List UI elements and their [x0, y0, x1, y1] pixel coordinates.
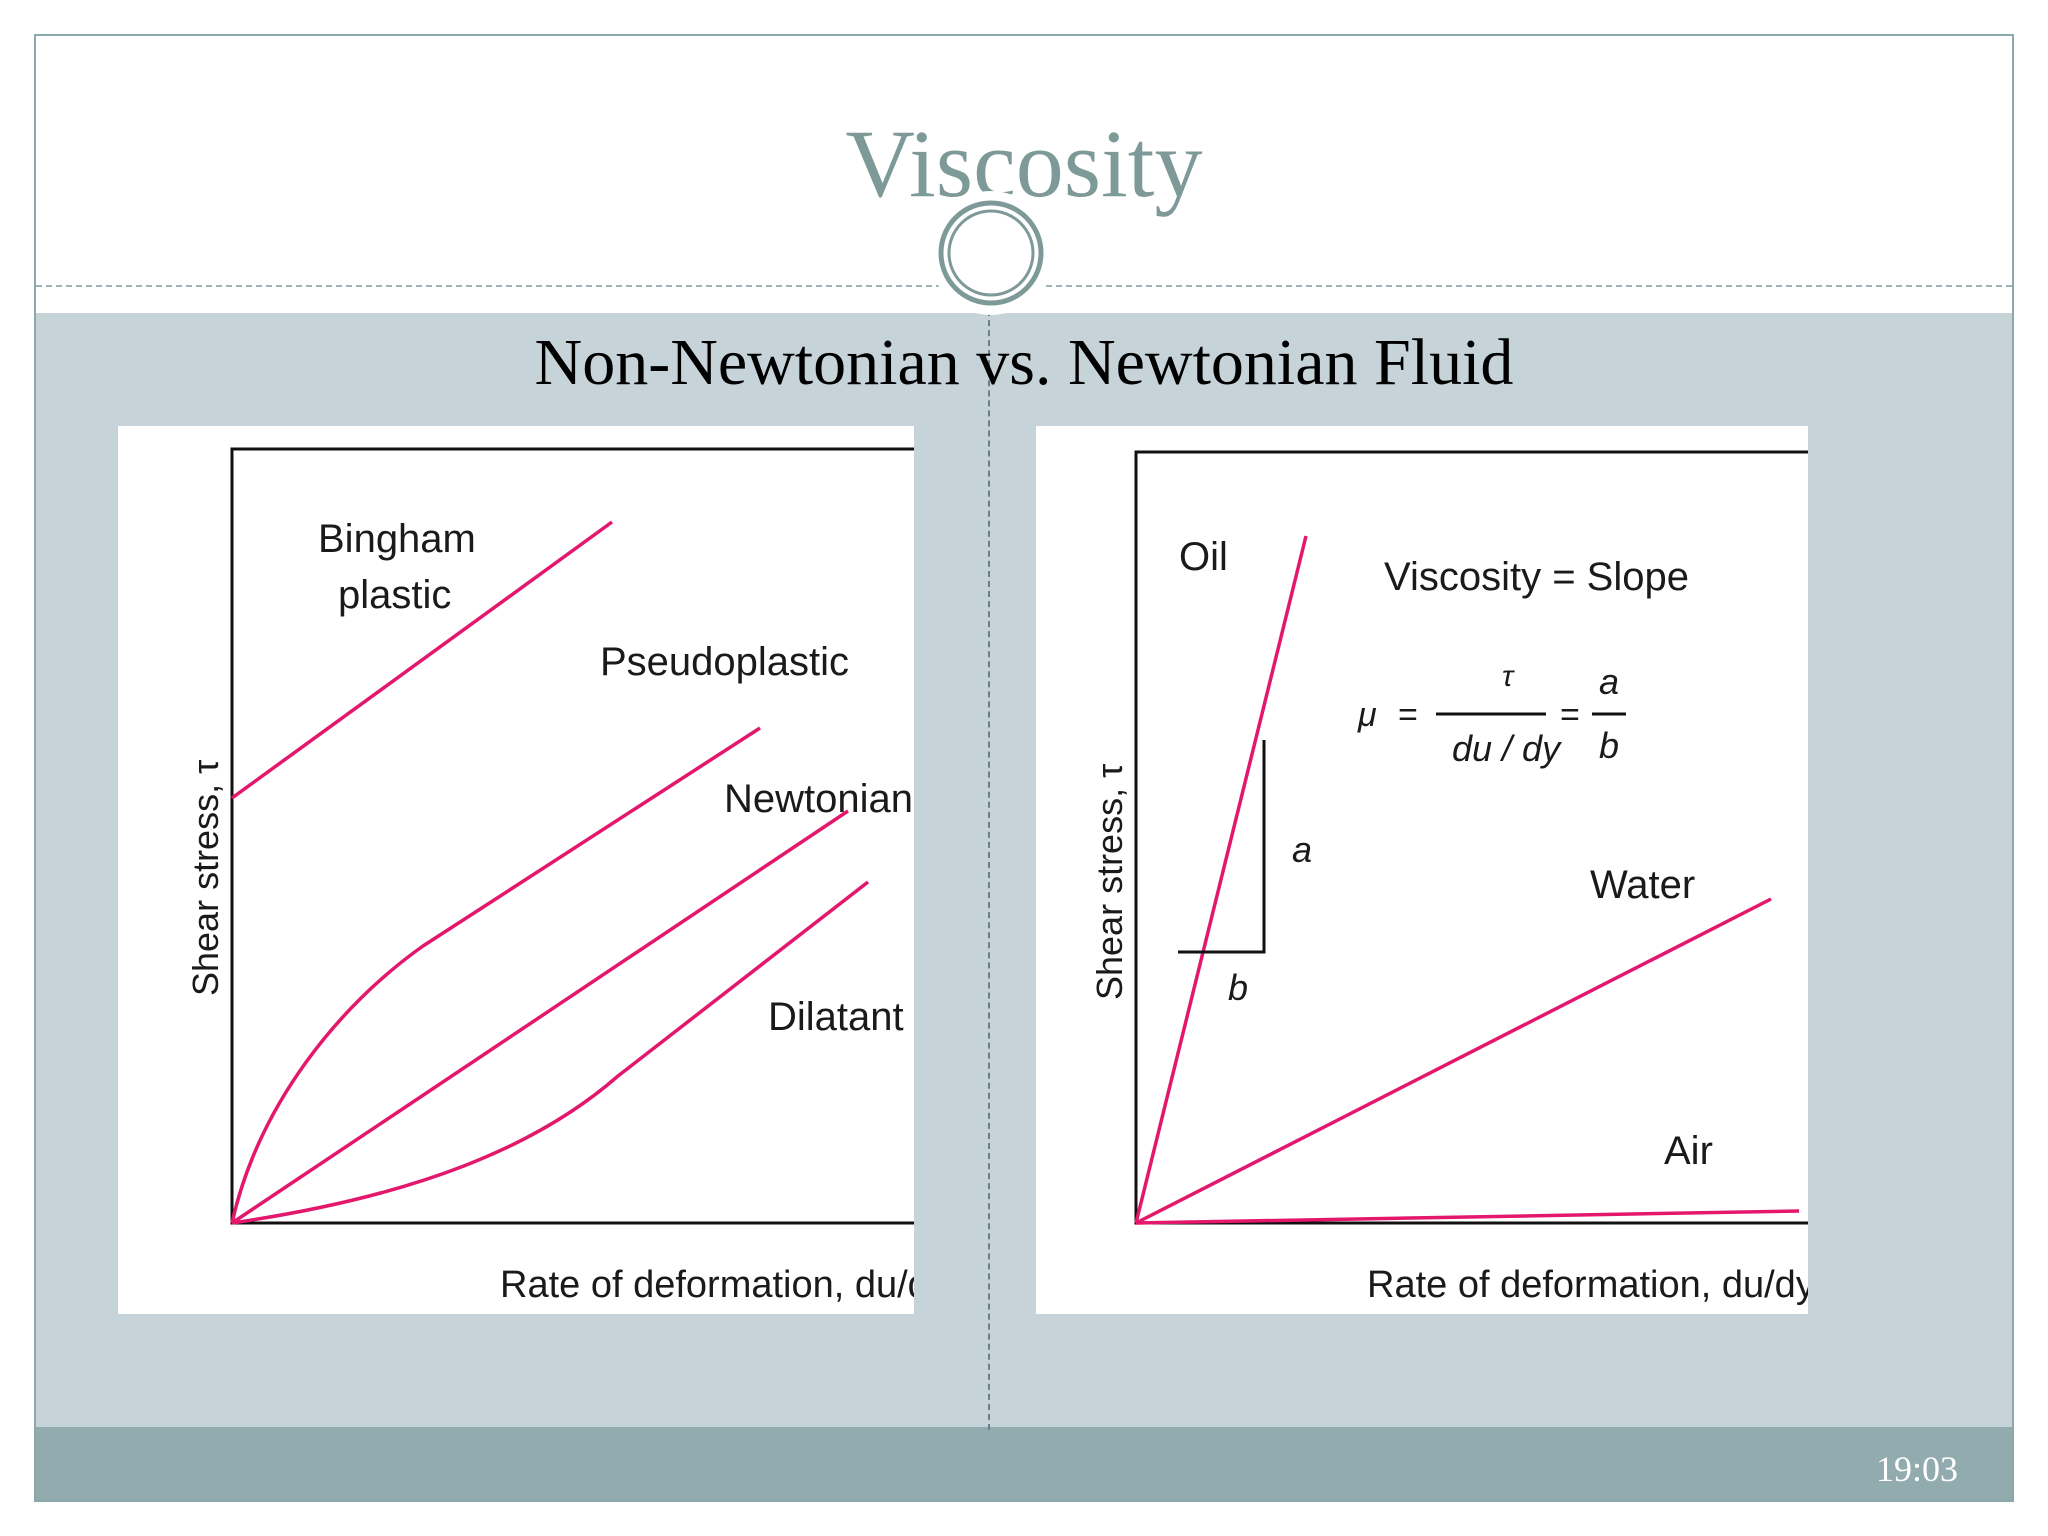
formula-dudy: du / dy	[1452, 728, 1562, 769]
dilatant-label: Dilatant	[768, 995, 904, 1039]
left-x-axis-label: Rate of deformation, du/dy	[500, 1264, 914, 1306]
water-line	[1135, 897, 1772, 1225]
slope-a-label: a	[1292, 829, 1312, 870]
right-x-axis-label: Rate of deformation, du/dy	[1367, 1264, 1808, 1306]
bingham-label-1: Bingham	[318, 517, 476, 561]
formula-equals-2: =	[1560, 696, 1580, 734]
bingham-plastic-curve	[230, 520, 614, 800]
right-y-axis-label: Shear stress, τ	[1089, 764, 1130, 1000]
slide-footer: 19:03	[36, 1427, 2012, 1500]
formula-tau: τ	[1502, 660, 1515, 693]
slide-subtitle: Non-Newtonian vs. Newtonian Fluid	[534, 326, 1514, 399]
oil-label: Oil	[1179, 535, 1228, 579]
slope-b-label: b	[1228, 967, 1248, 1008]
formula-b: b	[1599, 725, 1619, 766]
right-plot-frame	[1134, 450, 1808, 1225]
formula-mu: μ	[1357, 696, 1377, 734]
ring-ornament-icon	[929, 191, 1053, 315]
non-newtonian-diagram: Bingham plastic Pseudoplastic Newtonian …	[118, 426, 914, 1314]
left-y-axis-label: Shear stress, τ	[185, 760, 226, 996]
newtonian-curve	[231, 809, 849, 1225]
footer-time: 19:03	[1875, 1449, 1958, 1489]
water-label: Water	[1590, 863, 1695, 907]
newtonian-diagram: a b Oil Water Air Viscosity = Slope μ = …	[1036, 426, 1808, 1314]
bingham-label-2: plastic	[338, 573, 451, 617]
formula-a: a	[1599, 661, 1619, 702]
center-divider	[988, 300, 990, 1430]
slide-title: Viscosity	[845, 110, 1203, 217]
newtonian-label: Newtonian	[724, 777, 913, 821]
dilatant-curve	[231, 880, 870, 1225]
non-newtonian-svg: Bingham plastic Pseudoplastic Newtonian …	[185, 447, 914, 1306]
oil-line	[1134, 535, 1308, 1224]
pseudoplastic-curve	[230, 726, 761, 1224]
left-plot-frame	[230, 447, 914, 1225]
newtonian-svg: a b Oil Water Air Viscosity = Slope μ = …	[1089, 450, 1808, 1306]
slope-triangle	[1178, 740, 1266, 954]
viscosity-slope-heading: Viscosity = Slope	[1384, 555, 1689, 599]
air-line	[1135, 1209, 1800, 1225]
air-label: Air	[1664, 1129, 1713, 1173]
pseudoplastic-label: Pseudoplastic	[600, 640, 849, 684]
formula-equals-1: =	[1398, 696, 1418, 734]
